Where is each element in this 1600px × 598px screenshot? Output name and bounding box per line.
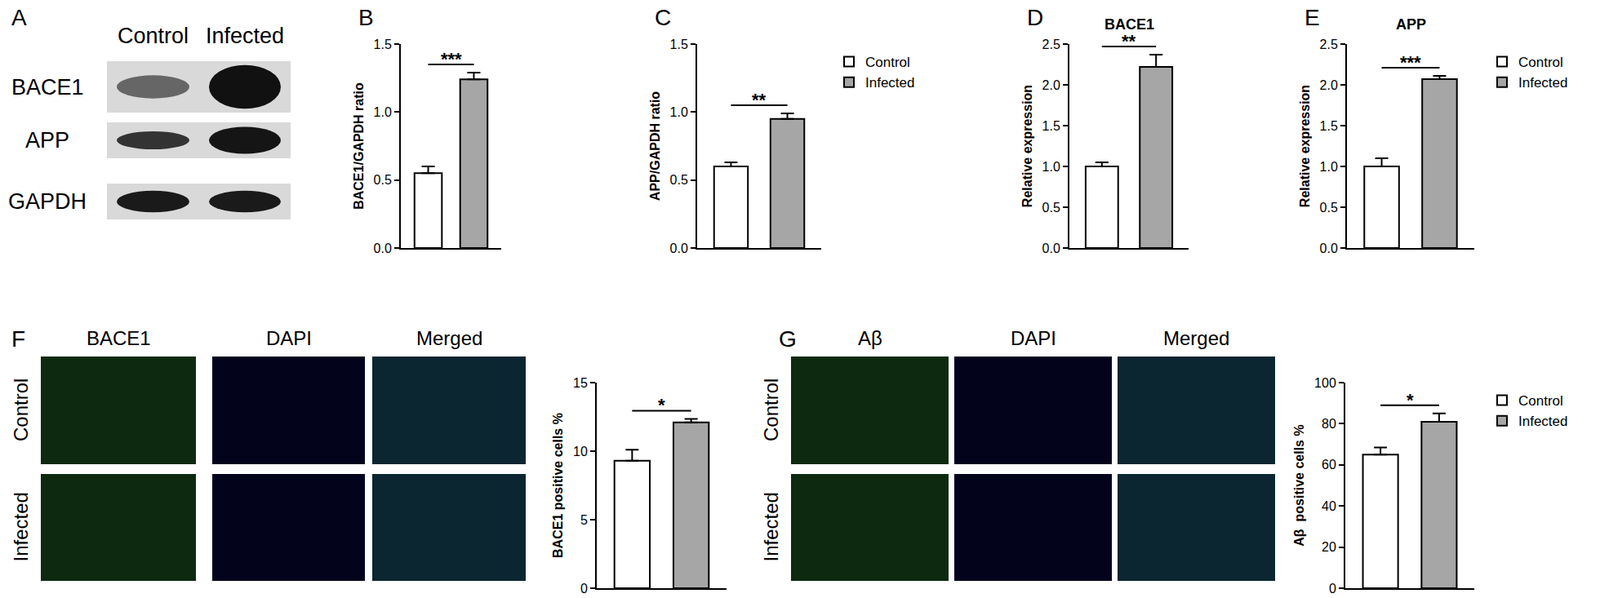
svg-text:0.0: 0.0	[373, 241, 392, 256]
svg-text:*: *	[1406, 390, 1414, 411]
svg-text:Aβ: Aβ	[857, 327, 883, 350]
svg-text:1.0: 1.0	[373, 105, 392, 120]
svg-text:Infected: Infected	[865, 75, 916, 91]
svg-text:BACE1: BACE1	[11, 75, 85, 100]
svg-text:0.0: 0.0	[1042, 241, 1061, 256]
svg-text:40: 40	[1321, 499, 1337, 514]
svg-text:10: 10	[573, 444, 588, 459]
svg-text:Control: Control	[760, 378, 783, 442]
svg-text:Relative expression: Relative expression	[1020, 84, 1035, 208]
svg-text:Relative expression: Relative expression	[1297, 84, 1312, 208]
svg-text:Aβ positive cells %: Aβ positive cells %	[1292, 424, 1307, 547]
svg-text:C: C	[654, 4, 672, 31]
svg-text:80: 80	[1321, 417, 1337, 432]
svg-text:E: E	[1304, 4, 1320, 31]
svg-text:1.5: 1.5	[1320, 119, 1338, 134]
svg-text:***: ***	[1400, 52, 1422, 73]
svg-text:0.5: 0.5	[1042, 200, 1061, 215]
svg-text:**: **	[751, 89, 767, 111]
svg-text:0.5: 0.5	[670, 173, 689, 187]
svg-text:Infected: Infected	[1518, 75, 1569, 91]
svg-text:1.5: 1.5	[1042, 119, 1061, 134]
svg-text:F: F	[11, 326, 26, 352]
svg-text:1.0: 1.0	[1042, 160, 1061, 174]
svg-text:2.5: 2.5	[1320, 37, 1338, 52]
svg-text:Merged: Merged	[1163, 327, 1230, 350]
svg-text:Control: Control	[865, 54, 911, 71]
svg-text:Control: Control	[1518, 54, 1564, 71]
svg-text:15: 15	[573, 376, 588, 391]
svg-text:***: ***	[440, 48, 463, 70]
svg-text:*: *	[657, 395, 666, 416]
svg-text:1.0: 1.0	[670, 105, 689, 120]
svg-text:APP/GAPDH ratio: APP/GAPDH ratio	[648, 91, 663, 201]
svg-text:Infected: Infected	[760, 492, 783, 562]
svg-text:Infected: Infected	[205, 23, 285, 49]
svg-text:60: 60	[1321, 457, 1337, 472]
svg-text:**: **	[1121, 31, 1137, 52]
svg-text:G: G	[778, 326, 797, 352]
svg-text:1.5: 1.5	[670, 37, 689, 52]
svg-text:Merged: Merged	[416, 327, 483, 350]
svg-text:100: 100	[1314, 376, 1337, 391]
svg-text:2.0: 2.0	[1320, 78, 1338, 93]
svg-text:BACE1: BACE1	[86, 327, 152, 350]
svg-text:BACE1: BACE1	[1104, 16, 1155, 33]
svg-text:Control: Control	[117, 23, 189, 49]
svg-text:Control: Control	[1518, 393, 1564, 409]
svg-text:GAPDH: GAPDH	[8, 189, 87, 214]
svg-text:A: A	[11, 4, 27, 31]
svg-text:1.0: 1.0	[1320, 160, 1338, 174]
svg-text:DAPI: DAPI	[266, 327, 312, 350]
svg-text:APP: APP	[25, 128, 70, 153]
svg-text:0.0: 0.0	[1320, 241, 1338, 256]
svg-text:0: 0	[1328, 582, 1337, 596]
svg-text:Infected: Infected	[1518, 413, 1569, 430]
svg-text:Control: Control	[9, 378, 32, 442]
svg-text:5: 5	[580, 513, 588, 528]
svg-text:Infected: Infected	[9, 492, 32, 562]
svg-text:APP: APP	[1395, 16, 1427, 33]
svg-text:BACE1/GAPDH ratio: BACE1/GAPDH ratio	[351, 82, 366, 210]
svg-text:0.0: 0.0	[670, 241, 689, 256]
svg-text:0.5: 0.5	[1320, 200, 1338, 215]
svg-text:20: 20	[1321, 540, 1337, 555]
svg-text:BACE1 positive cells %: BACE1 positive cells %	[551, 413, 565, 559]
svg-text:2.0: 2.0	[1042, 78, 1061, 93]
svg-text:D: D	[1026, 4, 1044, 31]
svg-text:2.5: 2.5	[1042, 37, 1061, 52]
svg-text:0.5: 0.5	[373, 173, 392, 187]
svg-text:1.5: 1.5	[373, 37, 392, 52]
svg-text:0: 0	[580, 582, 588, 596]
svg-text:DAPI: DAPI	[1010, 327, 1057, 350]
svg-text:B: B	[358, 4, 374, 31]
